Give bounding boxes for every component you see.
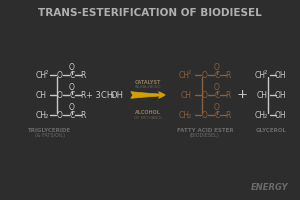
Text: 2: 2 xyxy=(44,114,48,119)
Text: CH: CH xyxy=(178,110,190,119)
Text: CH: CH xyxy=(35,71,46,79)
Text: FATTY ACID ESTER: FATTY ACID ESTER xyxy=(177,128,233,132)
Text: O: O xyxy=(69,84,75,92)
Text: (ALKALI/ACID): (ALKALI/ACID) xyxy=(135,85,161,89)
Text: 2: 2 xyxy=(263,114,267,119)
Text: C: C xyxy=(69,110,75,119)
Text: C: C xyxy=(214,110,220,119)
Text: O: O xyxy=(214,64,220,72)
Text: R: R xyxy=(225,110,231,119)
Text: O: O xyxy=(57,90,63,99)
Text: O: O xyxy=(202,71,208,79)
Text: ALCOHOL: ALCOHOL xyxy=(135,110,161,116)
Text: CH: CH xyxy=(35,90,46,99)
Text: 2: 2 xyxy=(187,71,191,75)
Text: ENERGY: ENERGY xyxy=(250,182,288,192)
Text: TRANS-ESTERIFICATION OF BIODIESEL: TRANS-ESTERIFICATION OF BIODIESEL xyxy=(38,8,262,18)
Text: GLYCEROL: GLYCEROL xyxy=(256,128,286,132)
Text: O: O xyxy=(214,84,220,92)
Text: O: O xyxy=(214,104,220,112)
Text: C: C xyxy=(214,71,220,79)
Text: OH: OH xyxy=(274,71,286,79)
Text: R: R xyxy=(225,90,231,99)
Text: 2: 2 xyxy=(44,71,48,75)
Text: CH: CH xyxy=(254,110,266,119)
Text: CH: CH xyxy=(178,71,190,79)
Text: TRIGLYCERIDE: TRIGLYCERIDE xyxy=(28,128,72,132)
Text: R: R xyxy=(80,90,86,99)
Text: OF METHANOL: OF METHANOL xyxy=(134,116,162,120)
Text: O: O xyxy=(69,64,75,72)
Text: O: O xyxy=(202,110,208,119)
Text: CH: CH xyxy=(35,110,46,119)
Text: C: C xyxy=(69,90,75,99)
Text: O: O xyxy=(57,110,63,119)
Text: CH: CH xyxy=(256,90,268,99)
Text: R: R xyxy=(80,110,86,119)
Text: OH: OH xyxy=(110,90,124,99)
Text: +: + xyxy=(236,88,247,102)
Text: + 3CH: + 3CH xyxy=(86,90,114,99)
Text: CH: CH xyxy=(254,71,266,79)
Text: R: R xyxy=(225,71,231,79)
Text: O: O xyxy=(57,71,63,79)
Text: OH: OH xyxy=(274,90,286,99)
Text: R: R xyxy=(80,71,86,79)
Text: 2: 2 xyxy=(187,114,191,119)
Text: C: C xyxy=(69,71,75,79)
Text: O: O xyxy=(202,90,208,99)
Text: (BIODIESEL): (BIODIESEL) xyxy=(190,134,220,138)
Text: OH: OH xyxy=(274,110,286,119)
Text: 3: 3 xyxy=(110,95,114,99)
Text: 2: 2 xyxy=(263,71,267,75)
Text: C: C xyxy=(214,90,220,99)
Text: CH: CH xyxy=(181,90,191,99)
Text: O: O xyxy=(69,104,75,112)
Text: (& FATS/OIL): (& FATS/OIL) xyxy=(35,134,65,138)
Text: CATALYST: CATALYST xyxy=(135,79,161,84)
